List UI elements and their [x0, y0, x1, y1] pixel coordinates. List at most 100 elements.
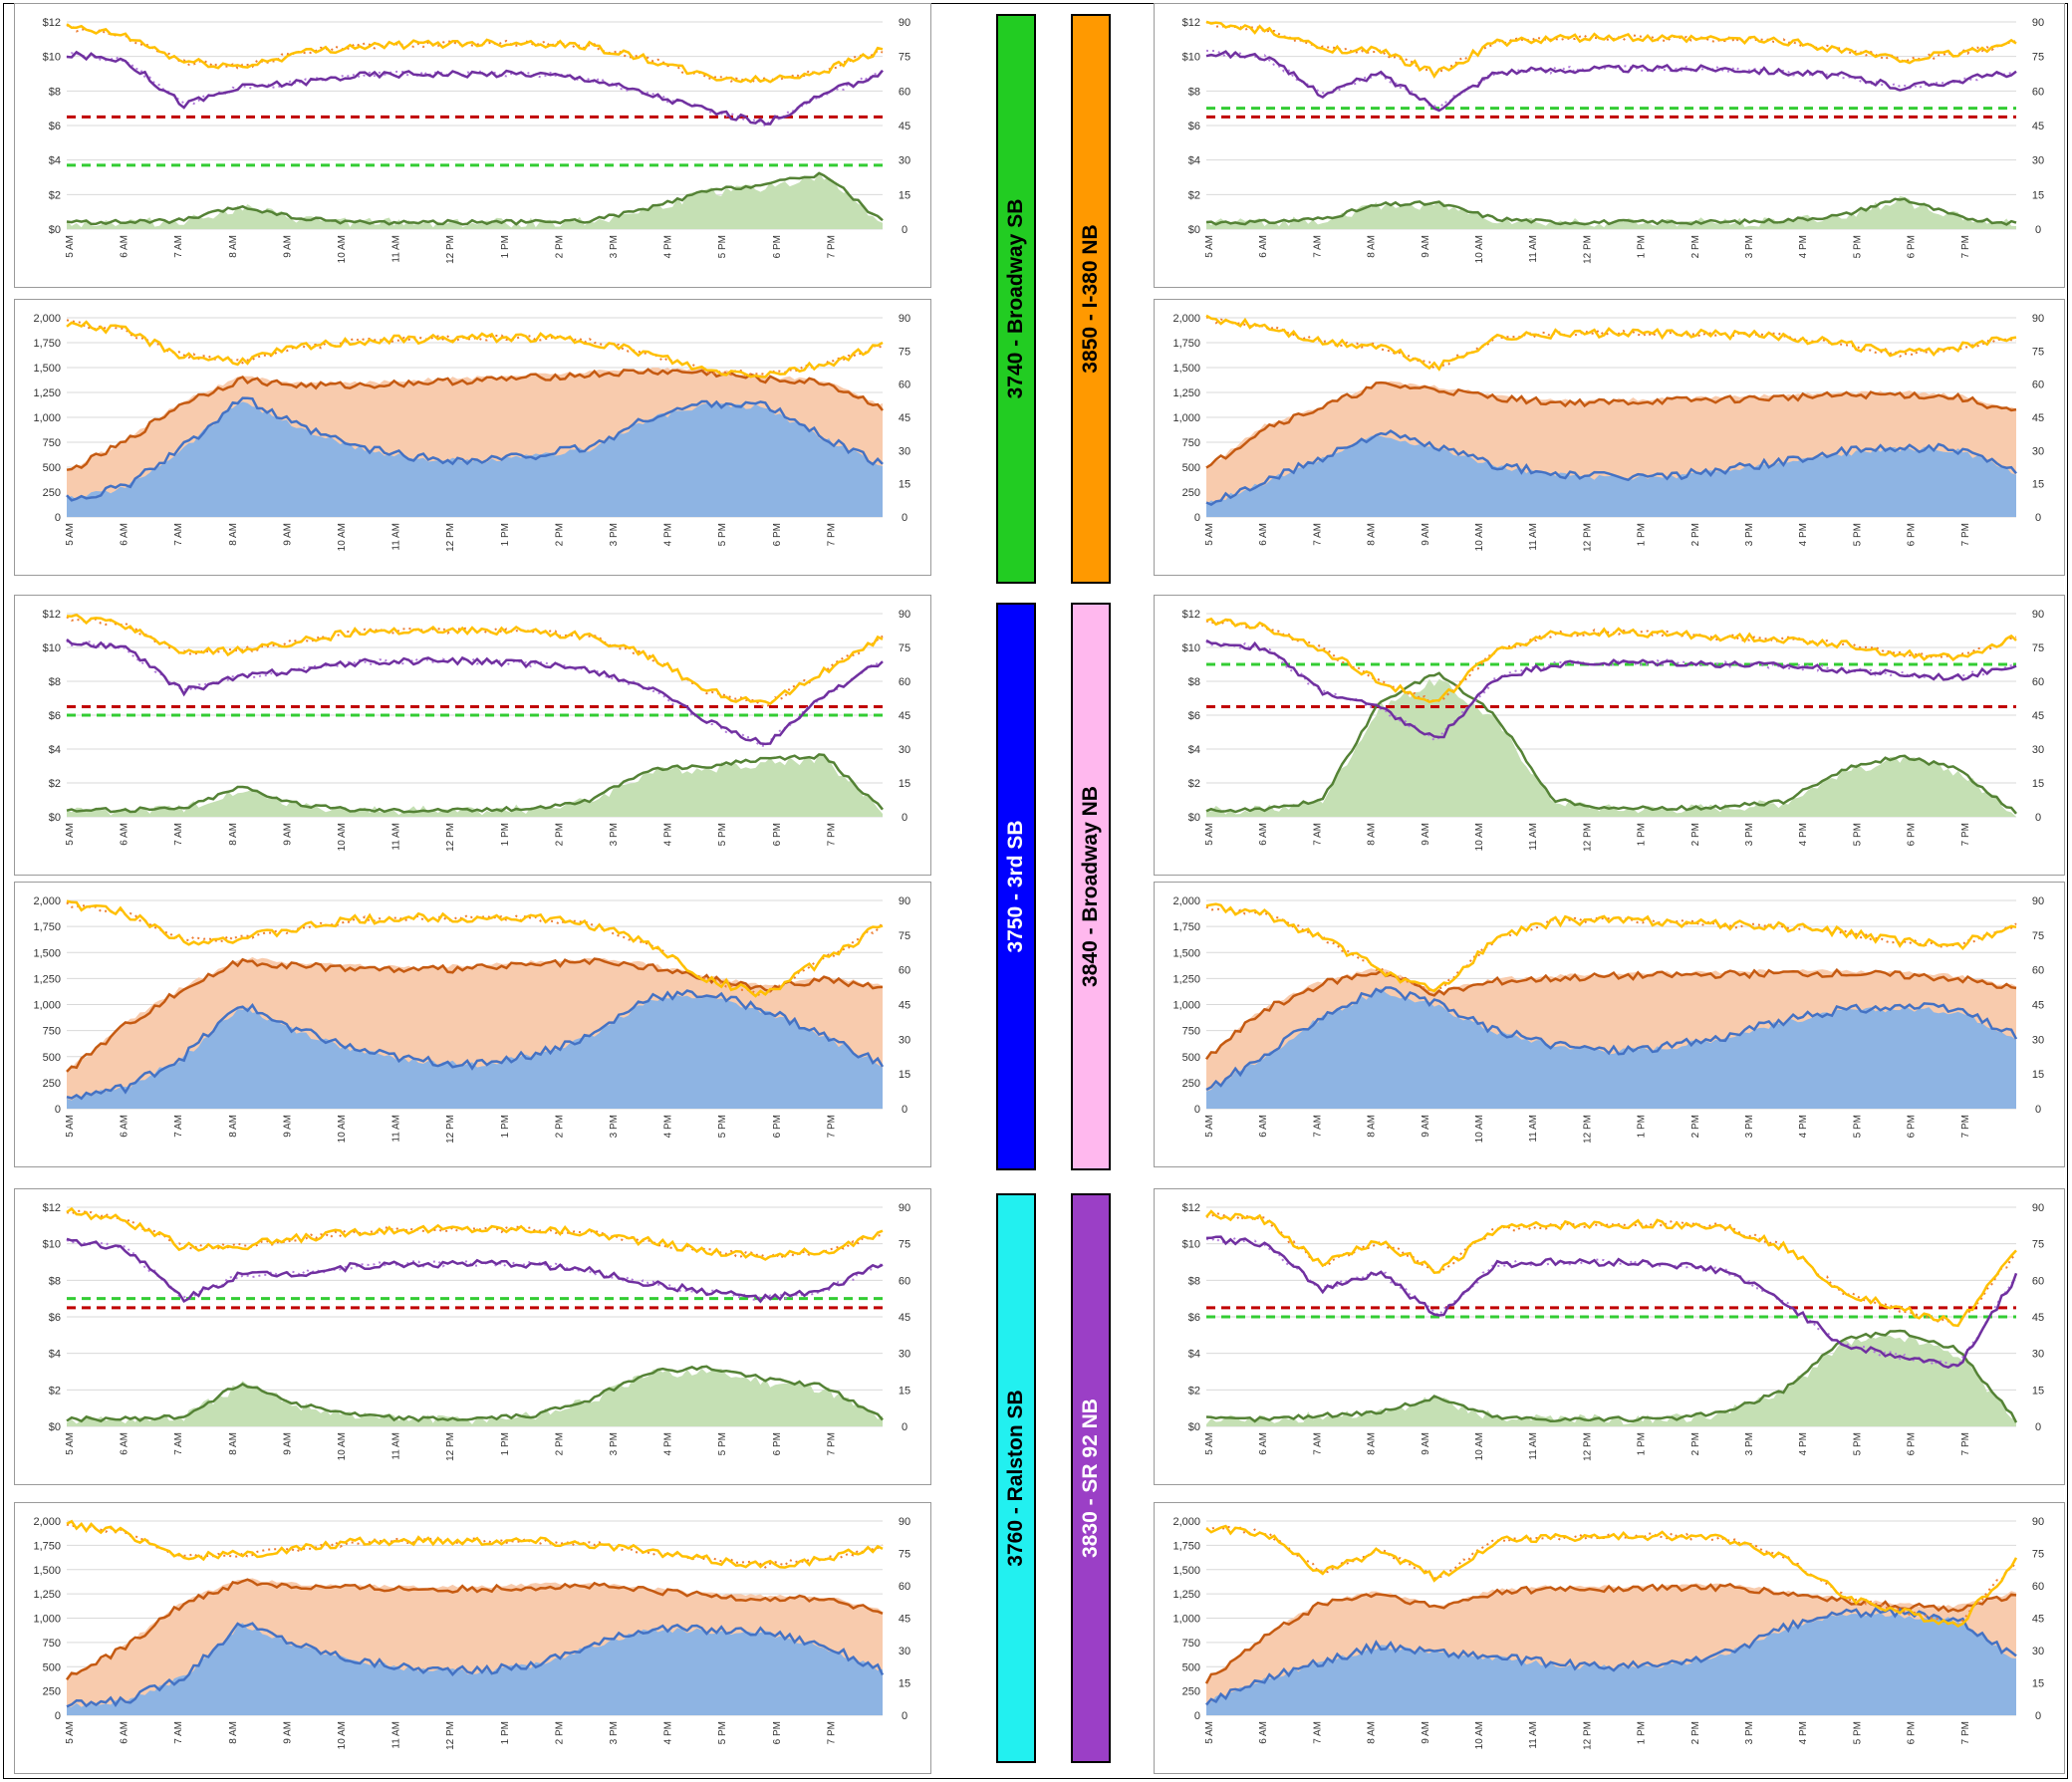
- y-tick-label: 250: [43, 1686, 61, 1698]
- x-tick-label: 11 AM: [1528, 523, 1539, 551]
- y-tick-label: 1,750: [33, 1540, 61, 1552]
- toll-typical-area: [1206, 1334, 2016, 1426]
- panel-3740-volume-speed: 0 250 500 750 1,000 1,250 1,500 1,750 2,000 0 15 30…: [14, 299, 931, 576]
- y-tick-label: $6: [1188, 121, 1200, 132]
- y2-tick-label: 60: [2032, 86, 2044, 98]
- y2-tick-label: 30: [2032, 155, 2044, 167]
- y2-tick-label: 60: [2032, 965, 2044, 977]
- y2-tick-label: 90: [899, 609, 910, 621]
- hot-speed-typical-line: [1205, 316, 2017, 371]
- y2-tick-label: 0: [2035, 512, 2041, 524]
- hot-speed-line: [1205, 1209, 2017, 1328]
- x-tick-label: 2 PM: [554, 1115, 565, 1138]
- y2-tick-label: 45: [2032, 1312, 2044, 1324]
- gp-speed-line: [66, 638, 884, 746]
- y-tick-label: 250: [1182, 1078, 1200, 1090]
- x-tick-label: 7 AM: [173, 523, 184, 546]
- x-tick-label: 2 PM: [1690, 1721, 1701, 1744]
- toll-line: [66, 753, 884, 814]
- x-tick-label: 6 PM: [1907, 1115, 1918, 1138]
- y-tick-label: $6: [49, 1312, 61, 1324]
- x-tick-label: 10 AM: [1474, 235, 1485, 263]
- x-tick-label: 6 PM: [1907, 823, 1918, 846]
- x-tick-label: 3 PM: [609, 1115, 620, 1138]
- y2-tick-label: 45: [899, 121, 910, 132]
- x-tick-label: 5 PM: [1852, 1115, 1863, 1138]
- y2-tick-label: 60: [2032, 1275, 2044, 1287]
- hot-speed-typical-line: [1205, 20, 2017, 76]
- y-tick-label: 1,750: [1172, 921, 1200, 933]
- gp-speed-line: [66, 1237, 884, 1304]
- y-tick-label: 2,000: [33, 895, 61, 907]
- y-tick-label: 0: [55, 1104, 61, 1116]
- x-tick-label: 7 PM: [826, 523, 837, 546]
- gp-speed-line: [1205, 50, 2017, 113]
- toll-line: [1205, 197, 2017, 226]
- y-tick-label: 750: [1182, 1026, 1200, 1038]
- y-tick-label: 1,250: [1172, 973, 1200, 985]
- x-tick-label: 6 PM: [1907, 1721, 1918, 1744]
- y-tick-label: $12: [1182, 17, 1200, 29]
- gp-volume-line: [66, 368, 884, 471]
- y2-tick-label: 15: [899, 189, 910, 201]
- y-tick-label: $0: [49, 224, 61, 236]
- y2-tick-label: 30: [899, 1646, 910, 1657]
- y-tick-label: $12: [1182, 609, 1200, 621]
- x-tick-label: 3 PM: [609, 523, 620, 546]
- y2-tick-label: 15: [2032, 479, 2044, 491]
- hot-volume-line: [66, 396, 884, 502]
- x-tick-label: 11 AM: [391, 235, 402, 263]
- y2-tick-label: 15: [2032, 1385, 2044, 1397]
- x-tick-label: 4 PM: [1798, 523, 1809, 546]
- y2-tick-label: 15: [899, 778, 910, 790]
- y2-tick-label: 30: [2032, 445, 2044, 457]
- y-tick-label: 0: [55, 1710, 61, 1722]
- x-tick-label: 6 AM: [1258, 1115, 1269, 1138]
- hot-speed-typical-line: [66, 616, 884, 708]
- x-tick-label: 6 AM: [1258, 823, 1269, 846]
- x-tick-label: 4 PM: [1798, 1432, 1809, 1455]
- y-tick-label: 750: [43, 437, 61, 449]
- y-tick-label: 1,000: [33, 1000, 61, 1012]
- y-tick-label: 250: [1182, 1686, 1200, 1698]
- y2-tick-label: 45: [899, 412, 910, 424]
- x-tick-label: 6 AM: [120, 1432, 130, 1455]
- x-tick-label: 5 AM: [1204, 235, 1215, 258]
- volume-speed-chart: 0 250 500 750 1,000 1,250 1,500 1,750 2,000 0 15 30…: [1172, 895, 2044, 1144]
- y2-tick-label: 90: [2032, 609, 2044, 621]
- y-tick-label: $6: [49, 121, 61, 132]
- x-tick-label: 8 AM: [228, 235, 239, 258]
- y2-tick-label: 75: [899, 1239, 910, 1251]
- gp-speed-typical-line: [1205, 1236, 2017, 1368]
- gp-speed-typical-line: [66, 1239, 884, 1302]
- hot-speed-line: [66, 899, 884, 998]
- x-tick-label: 4 PM: [1798, 1115, 1809, 1138]
- x-tick-label: 12 PM: [445, 1721, 456, 1750]
- y2-tick-label: 60: [899, 1581, 910, 1593]
- y-tick-label: 750: [1182, 437, 1200, 449]
- x-tick-label: 7 PM: [826, 1115, 837, 1138]
- x-tick-label: 10 AM: [1474, 1115, 1485, 1143]
- y-tick-label: $0: [1188, 812, 1200, 824]
- hot-speed-line: [1205, 20, 2017, 79]
- y-tick-label: 2,000: [1172, 313, 1200, 325]
- gp-speed-line: [66, 50, 884, 126]
- x-tick-label: 7 AM: [1312, 1115, 1323, 1138]
- x-tick-label: 6 AM: [120, 1115, 130, 1138]
- x-tick-label: 4 PM: [663, 523, 674, 546]
- x-tick-label: 4 PM: [1798, 1721, 1809, 1744]
- y-tick-label: $0: [1188, 1421, 1200, 1433]
- hot-speed-line: [66, 1519, 884, 1569]
- hot-speed-line: [66, 320, 884, 379]
- y-tick-label: 0: [1194, 512, 1200, 524]
- x-tick-label: 3 PM: [1744, 235, 1755, 258]
- y-tick-label: $10: [43, 1239, 61, 1251]
- y-tick-label: 1,750: [1172, 1540, 1200, 1552]
- y-tick-label: $8: [1188, 86, 1200, 98]
- x-tick-label: 12 PM: [1582, 235, 1593, 264]
- x-tick-label: 5 AM: [1204, 523, 1215, 546]
- toll-line: [66, 1365, 884, 1423]
- hot-speed-line: [1205, 314, 2017, 372]
- y2-tick-label: 30: [899, 744, 910, 756]
- y2-tick-label: 45: [899, 1614, 910, 1626]
